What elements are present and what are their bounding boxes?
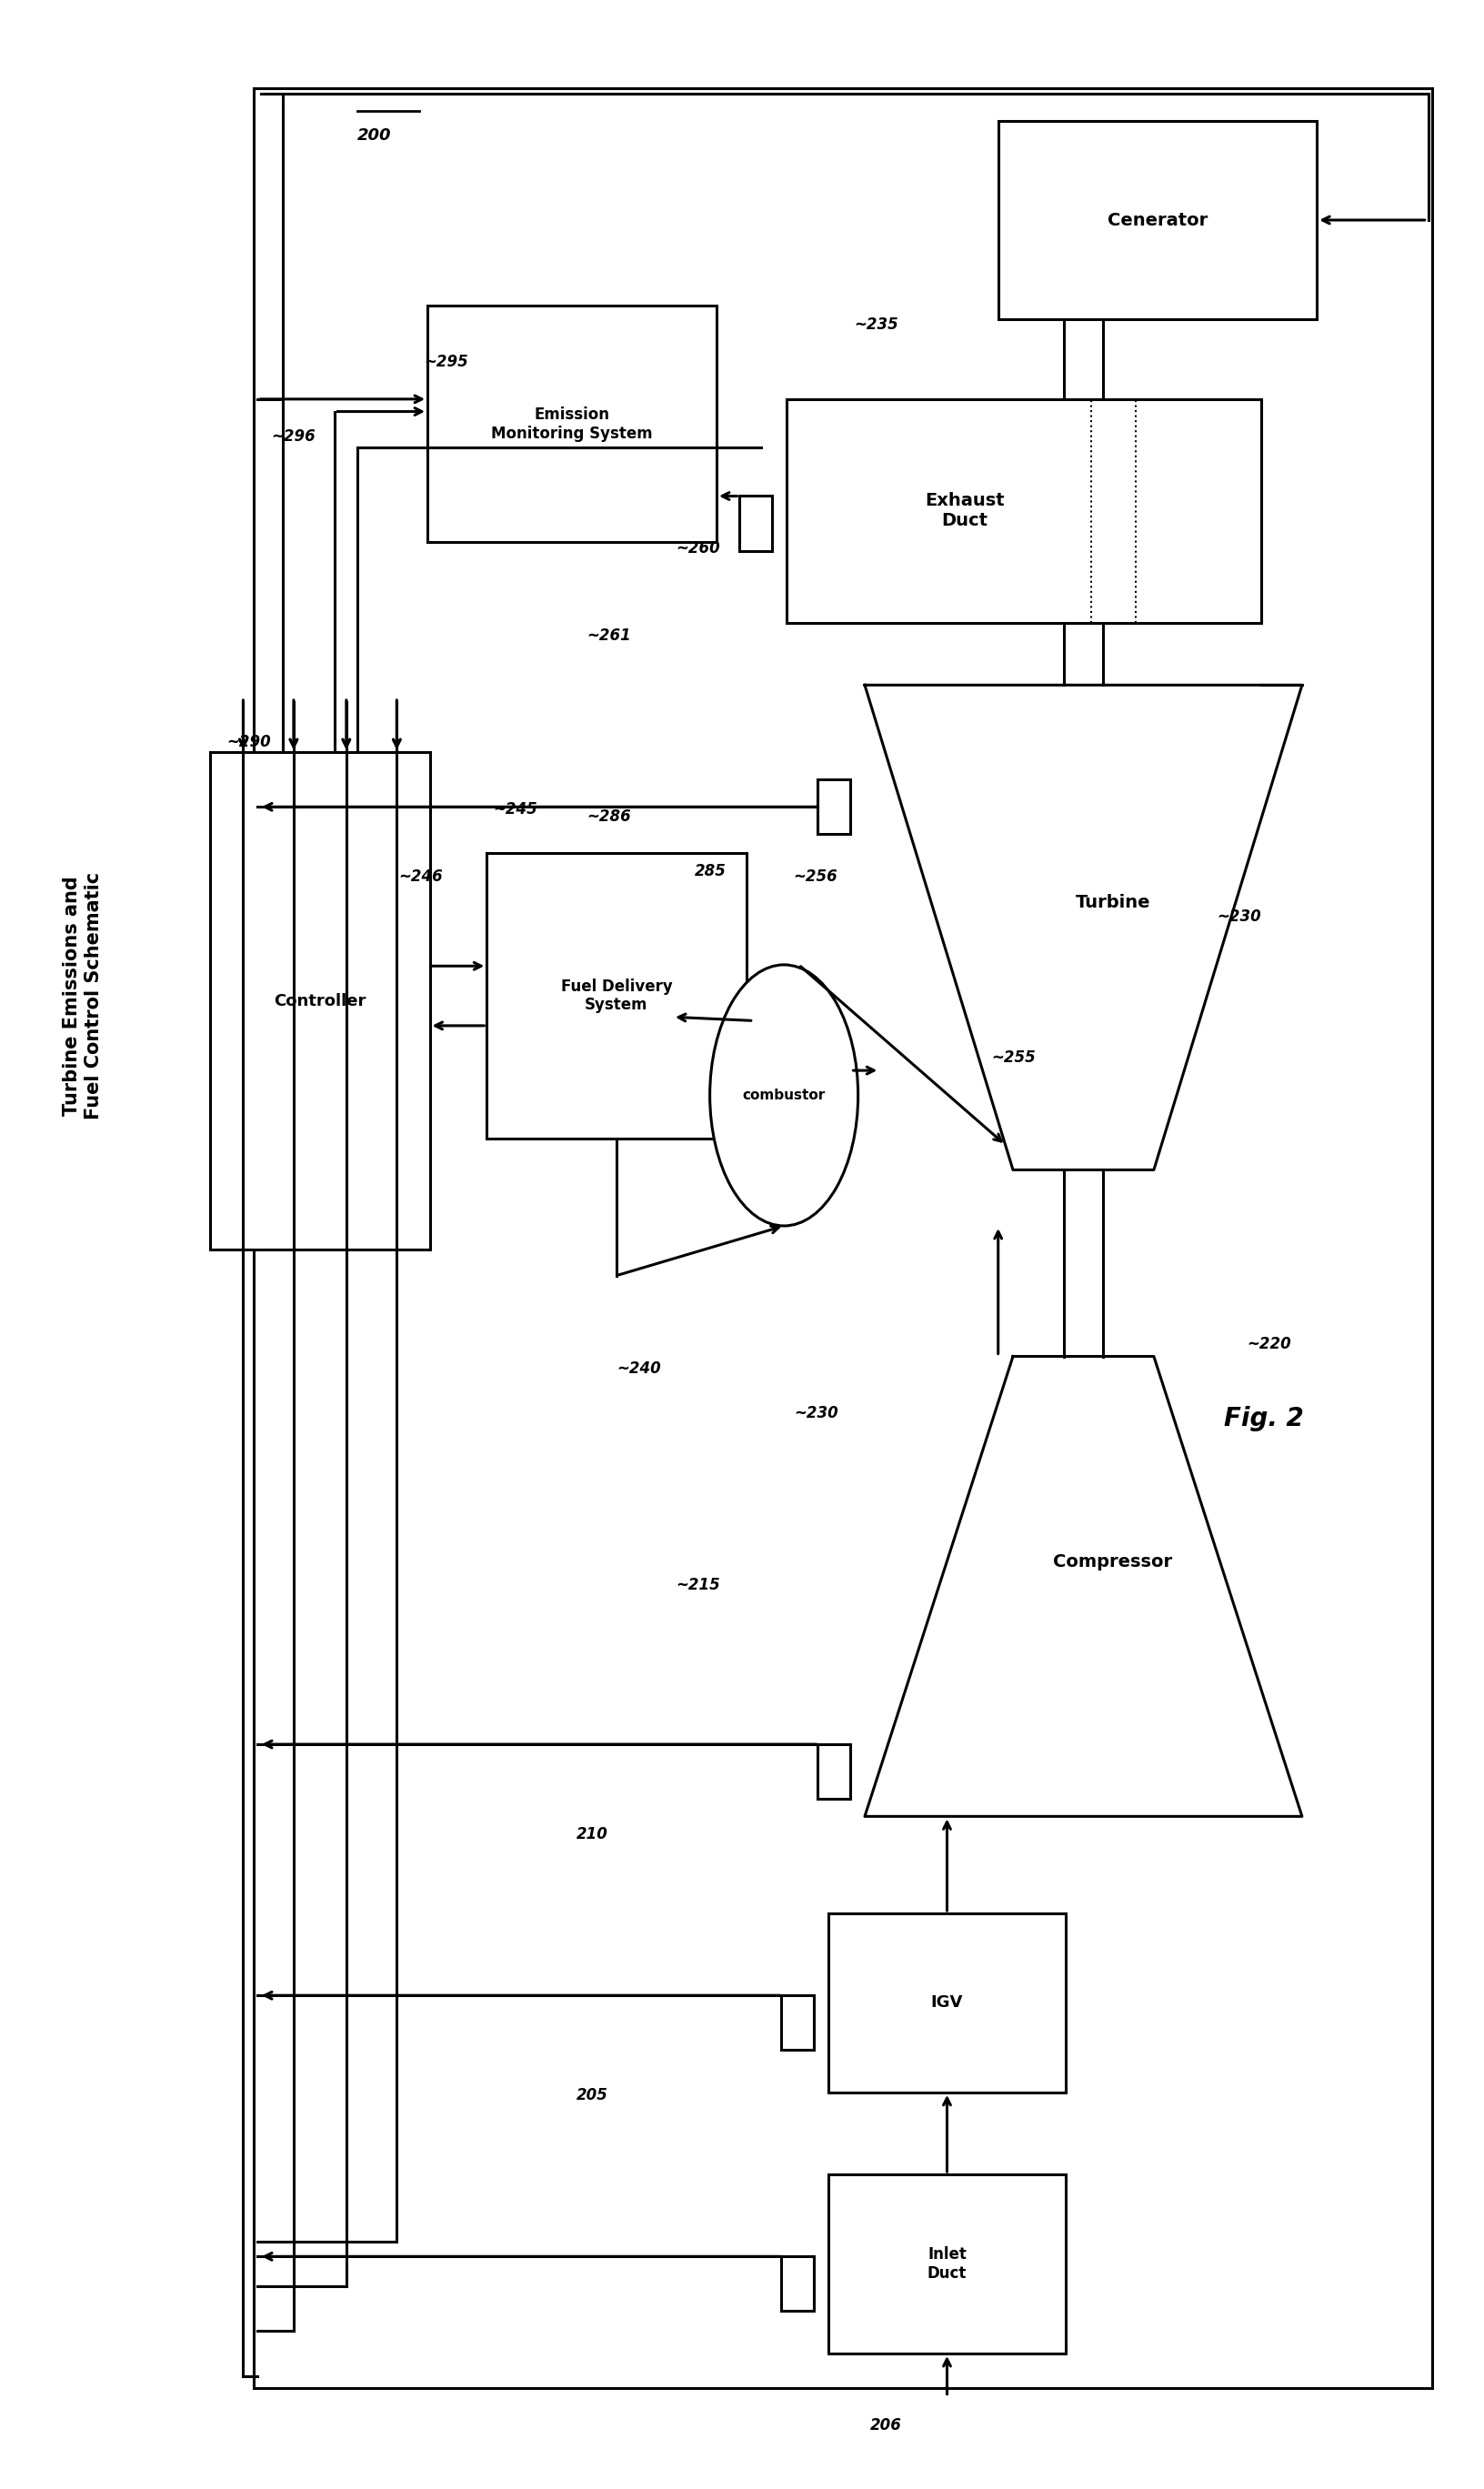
Polygon shape [864,1357,1301,1817]
Text: Cenerator: Cenerator [1107,212,1206,229]
Text: ~261: ~261 [586,627,631,645]
Bar [662,988,703,1043]
Text: ~295: ~295 [423,353,467,371]
Text: Turbine Emissions and
Fuel Control Schematic: Turbine Emissions and Fuel Control Schem… [64,871,102,1120]
Text: Emission
Monitoring System: Emission Monitoring System [491,406,653,441]
Text: Fig. 2: Fig. 2 [1223,1406,1303,1431]
Text: Controller: Controller [273,993,367,1008]
Bar [487,854,745,1140]
Bar [997,119,1316,319]
Text: ~220: ~220 [1245,1337,1290,1352]
Text: 205: 205 [576,2086,608,2103]
Text: ~286: ~286 [586,809,631,824]
Text: ~296: ~296 [272,428,315,446]
Text: Turbine: Turbine [1074,894,1150,911]
Bar [781,2258,813,2312]
Text: ~230: ~230 [1215,908,1260,923]
Ellipse shape [709,966,858,1227]
Text: ~215: ~215 [675,1578,720,1593]
Bar [739,495,772,550]
Text: combustor: combustor [742,1088,825,1103]
Text: 206: 206 [870,2417,901,2434]
Text: ~260: ~260 [675,540,720,558]
Bar [816,1745,849,1800]
Text: 210: 210 [576,1824,608,1842]
Bar [254,87,1431,2389]
Text: Exhaust
Duct: Exhaust Duct [925,493,1005,530]
Text: 285: 285 [695,864,726,879]
Text: ~246: ~246 [398,869,442,884]
Bar [787,398,1260,622]
Text: Inlet
Duct: Inlet Duct [926,2245,966,2282]
Text: ~240: ~240 [616,1361,660,1376]
Text: IGV: IGV [930,1994,963,2011]
Text: ~290: ~290 [227,734,270,749]
Text: Fuel Delivery
System: Fuel Delivery System [561,978,672,1013]
Text: ~245: ~245 [493,801,537,816]
Text: 200: 200 [356,127,390,144]
Text: ~235: ~235 [853,316,898,334]
Bar [828,2175,1066,2355]
Text: Compressor: Compressor [1052,1553,1172,1571]
Bar [427,306,717,543]
Text: ~256: ~256 [792,869,837,884]
Bar [211,752,429,1249]
Bar [828,1914,1066,2093]
Text: ~255: ~255 [991,1050,1036,1065]
Text: ~230: ~230 [794,1406,838,1421]
Polygon shape [864,684,1301,1170]
Bar [781,1996,813,2051]
Bar [816,779,849,834]
